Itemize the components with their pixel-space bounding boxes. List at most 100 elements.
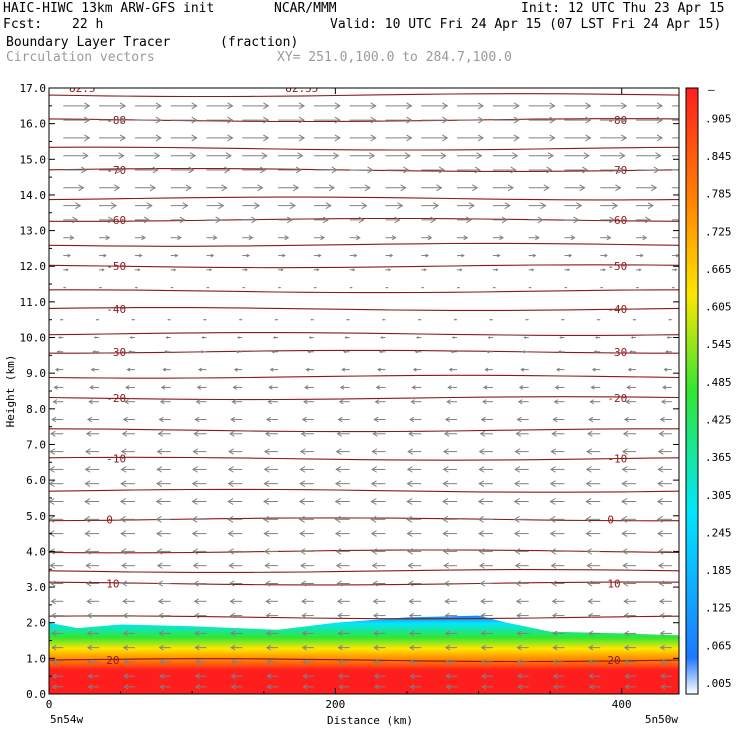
wind-vector xyxy=(310,318,314,321)
wind-vector xyxy=(242,253,251,258)
wind-vector-head xyxy=(230,644,236,651)
wind-vector-head xyxy=(267,399,272,405)
wind-vector-head xyxy=(154,152,161,160)
wind-vector xyxy=(409,673,422,679)
wind-vector xyxy=(528,268,535,272)
wind-vector-head xyxy=(74,202,82,210)
wind-vector xyxy=(266,684,279,690)
wind-vector-head xyxy=(221,184,228,192)
wind-vector xyxy=(99,253,107,258)
wind-vector-head xyxy=(289,202,296,210)
wind-vector xyxy=(518,385,529,390)
wind-vector xyxy=(84,498,100,505)
wind-vector-head xyxy=(436,184,443,192)
wind-vector xyxy=(206,166,231,174)
wind-vector-head xyxy=(227,134,234,142)
wind-vector-head xyxy=(201,336,204,339)
wind-vector xyxy=(657,448,672,455)
wind-vector xyxy=(564,134,592,142)
wind-vector xyxy=(120,480,135,487)
wind-vector xyxy=(371,548,386,555)
wind-vector xyxy=(99,216,115,224)
wind-vector-head xyxy=(286,216,294,224)
wind-vector xyxy=(87,673,100,679)
wind-vector xyxy=(349,166,374,174)
wind-vector xyxy=(551,430,565,437)
wind-vector-head xyxy=(591,367,596,372)
wind-vector xyxy=(49,480,64,487)
wind-vector-head xyxy=(442,102,449,110)
wind-vector-head xyxy=(477,102,485,110)
wind-vector-head xyxy=(88,399,93,405)
wind-vector-head xyxy=(588,673,594,679)
wind-vector xyxy=(549,498,565,505)
wind-vector xyxy=(659,416,672,423)
wind-vector-head xyxy=(550,466,556,473)
wind-vector-head xyxy=(657,448,664,455)
wind-vector xyxy=(671,137,679,139)
wind-vector-head xyxy=(334,134,341,142)
contour-line xyxy=(49,146,679,151)
wind-vector xyxy=(192,562,207,569)
wind-vector-head xyxy=(131,318,134,321)
wind-vector xyxy=(407,580,422,587)
wind-vector xyxy=(206,216,222,224)
wind-vector-head xyxy=(263,134,270,142)
wind-vector-head xyxy=(479,580,486,587)
colorbar-label: .785 xyxy=(705,188,732,201)
wind-vector xyxy=(206,134,234,142)
wind-vector-head xyxy=(403,166,410,174)
wind-vector xyxy=(623,598,637,605)
wind-vector xyxy=(375,385,386,390)
wind-vector-head xyxy=(620,116,628,124)
wind-vector xyxy=(373,659,386,665)
wind-vector-head xyxy=(303,399,308,405)
colorbar-gradient xyxy=(685,87,699,695)
wind-vector-head xyxy=(155,498,162,505)
wind-vector xyxy=(242,152,268,160)
wind-vector xyxy=(564,152,590,160)
wind-vector xyxy=(230,630,243,637)
wind-vector-head xyxy=(450,350,454,354)
wind-vector-head xyxy=(337,659,343,665)
wind-vector-head xyxy=(210,253,215,258)
wind-vector xyxy=(155,515,171,523)
wind-vector xyxy=(206,116,234,124)
wind-vector-head xyxy=(58,336,61,339)
wind-vector xyxy=(313,286,317,289)
wind-vector xyxy=(479,562,493,569)
wind-vector xyxy=(516,659,529,665)
wind-vector xyxy=(269,367,279,372)
wind-vector xyxy=(99,235,111,241)
wind-vector xyxy=(528,116,556,124)
wind-vector-head xyxy=(662,385,667,390)
contour-label: -70 xyxy=(106,164,126,177)
wind-vector-head xyxy=(499,235,504,241)
wind-vector-head xyxy=(624,659,630,665)
wind-vector xyxy=(346,318,350,321)
wind-vector-head xyxy=(543,184,550,192)
wind-vector xyxy=(457,116,485,124)
wind-vector-head xyxy=(119,116,127,124)
wind-vector xyxy=(342,350,350,354)
wind-vector xyxy=(313,253,322,258)
wind-vector xyxy=(671,187,679,189)
y-tick-label: 13.0 xyxy=(20,225,47,238)
wind-vector xyxy=(264,580,279,587)
wind-vector xyxy=(299,448,314,455)
wind-vector xyxy=(278,253,286,258)
wind-vector-head xyxy=(409,673,415,679)
contour-line xyxy=(49,93,679,98)
wind-vector xyxy=(515,580,529,587)
wind-vector-head xyxy=(406,498,413,505)
wind-vector xyxy=(228,562,243,569)
wind-vector xyxy=(586,580,601,587)
colorbar-label: .185 xyxy=(705,564,732,577)
wind-vector xyxy=(564,116,592,124)
wind-vector-head xyxy=(266,673,272,679)
wind-vector xyxy=(63,286,67,289)
wind-vector xyxy=(457,166,481,174)
wind-vector xyxy=(193,612,207,619)
wind-vector-head xyxy=(212,235,218,241)
wind-vector-head xyxy=(86,612,92,619)
